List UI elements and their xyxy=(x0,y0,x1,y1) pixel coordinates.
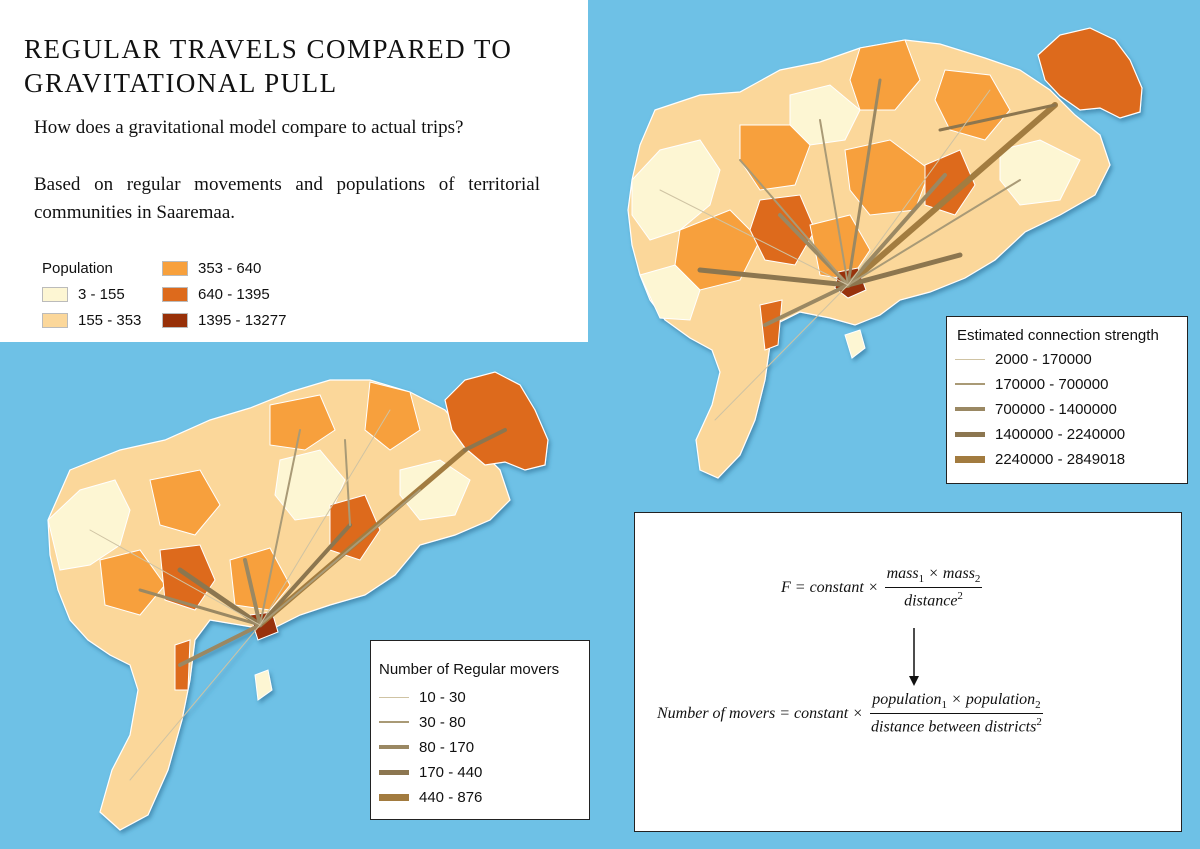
population-swatch xyxy=(162,312,188,328)
connection-class-4: 1400000 - 2240000 xyxy=(955,423,1125,445)
movers-class-3: 80 - 170 xyxy=(379,736,474,758)
formula-denominator: distance2 xyxy=(902,588,965,610)
population-class-2: 155 - 353 xyxy=(42,311,141,329)
formula-denominator: distance between districts2 xyxy=(869,714,1044,736)
movers-class-5: 440 - 876 xyxy=(379,786,482,808)
movers-class-1: 10 - 30 xyxy=(379,686,466,708)
line-sample xyxy=(955,358,985,360)
gravity-model-map xyxy=(627,27,1143,479)
population-class-1: 3 - 155 xyxy=(42,285,125,303)
population-class-label: 155 - 353 xyxy=(78,311,142,329)
formula-fraction: mass1 × mass2 distance2 xyxy=(884,565,983,611)
population-swatch xyxy=(42,312,68,328)
denominator-term: distance between districts xyxy=(871,718,1037,736)
population-legend-title: Population xyxy=(42,260,113,277)
population-class-label: 353 - 640 xyxy=(198,259,262,277)
population-class-label: 640 - 1395 xyxy=(198,285,270,303)
numerator-term: population xyxy=(965,691,1036,708)
movers-legend-title: Number of Regular movers xyxy=(379,661,560,678)
movers-class-label: 80 - 170 xyxy=(419,738,475,756)
gravity-formula: F = constant × mass1 × mass2 distance2 xyxy=(781,565,983,611)
population-swatch xyxy=(42,286,68,302)
line-sample xyxy=(379,769,409,775)
population-class-4: 640 - 1395 xyxy=(162,285,270,303)
population-class-label: 3 - 155 xyxy=(78,285,125,303)
superscript: 2 xyxy=(1036,716,1042,729)
formula-numerator: mass1 × mass2 xyxy=(884,565,983,589)
subscript: 1 xyxy=(918,573,925,586)
numerator-term: population xyxy=(872,691,942,708)
movers-class-label: 440 - 876 xyxy=(419,788,483,806)
line-sample xyxy=(379,696,409,698)
connection-class-3: 700000 - 1400000 xyxy=(955,398,1117,420)
connection-class-5: 2240000 - 2849018 xyxy=(955,448,1125,470)
formula-lhs: F = constant × xyxy=(781,578,879,596)
movers-formula: Number of movers = constant × population… xyxy=(657,691,1044,737)
movers-class-4: 170 - 440 xyxy=(379,761,482,783)
numerator-term: mass xyxy=(942,565,975,582)
title-panel: REGULAR TRAVELS COMPARED TO GRAVITATIONA… xyxy=(0,0,588,342)
movers-class-label: 170 - 440 xyxy=(419,763,483,781)
subscript: 1 xyxy=(941,699,948,712)
multiply-operator: × xyxy=(947,691,966,708)
line-sample xyxy=(379,721,409,723)
numerator-term: mass xyxy=(886,565,919,582)
line-sample xyxy=(955,455,985,463)
line-sample xyxy=(955,383,985,385)
multiply-operator: × xyxy=(924,565,943,582)
formula-numerator: population1 × population2 xyxy=(870,691,1043,715)
movers-class-label: 10 - 30 xyxy=(419,688,466,706)
description-basis: Based on regular movements and populatio… xyxy=(34,174,540,223)
line-sample xyxy=(379,745,409,749)
connection-class-label: 700000 - 1400000 xyxy=(995,400,1117,418)
connection-class-label: 1400000 - 2240000 xyxy=(995,425,1126,443)
regular-movers-map xyxy=(47,371,549,831)
superscript: 2 xyxy=(957,590,963,603)
population-swatch xyxy=(162,260,188,276)
connection-class-label: 170000 - 700000 xyxy=(995,375,1109,393)
description-question: How does a gravitational model compare t… xyxy=(34,117,464,138)
formula-panel: F = constant × mass1 × mass2 distance2 N… xyxy=(634,512,1182,832)
line-sample xyxy=(955,407,985,411)
muhu-island xyxy=(1037,27,1143,119)
page-title: REGULAR TRAVELS COMPARED TO GRAVITATIONA… xyxy=(24,34,513,98)
connection-class-1: 2000 - 170000 xyxy=(955,348,1092,370)
regular-movers-legend: Number of Regular movers 10 - 30 30 - 80… xyxy=(370,640,590,820)
population-class-5: 1395 - 13277 xyxy=(162,311,286,329)
connection-class-label: 2240000 - 2849018 xyxy=(995,450,1126,468)
line-sample xyxy=(379,793,409,801)
population-class-label: 1395 - 13277 xyxy=(198,311,287,329)
movers-class-2: 30 - 80 xyxy=(379,711,466,733)
line-sample xyxy=(955,431,985,437)
connection-class-2: 170000 - 700000 xyxy=(955,373,1108,395)
population-swatch xyxy=(162,286,188,302)
subscript: 2 xyxy=(1035,699,1041,712)
connection-class-label: 2000 - 170000 xyxy=(995,350,1092,368)
population-legend: Population 3 - 155 155 - 353 353 - 640 6… xyxy=(38,256,338,336)
connection-strength-legend: Estimated connection strength 2000 - 170… xyxy=(946,316,1188,484)
subscript: 2 xyxy=(974,573,981,586)
arrow-down-icon xyxy=(909,628,919,686)
formula-lhs: Number of movers = constant × xyxy=(657,704,864,722)
formula-fraction: population1 × population2 distance betwe… xyxy=(869,691,1044,737)
population-class-3: 353 - 640 xyxy=(162,259,261,277)
connection-legend-title: Estimated connection strength xyxy=(957,327,1159,344)
movers-class-label: 30 - 80 xyxy=(419,713,466,731)
denominator-term: distance xyxy=(904,592,958,610)
